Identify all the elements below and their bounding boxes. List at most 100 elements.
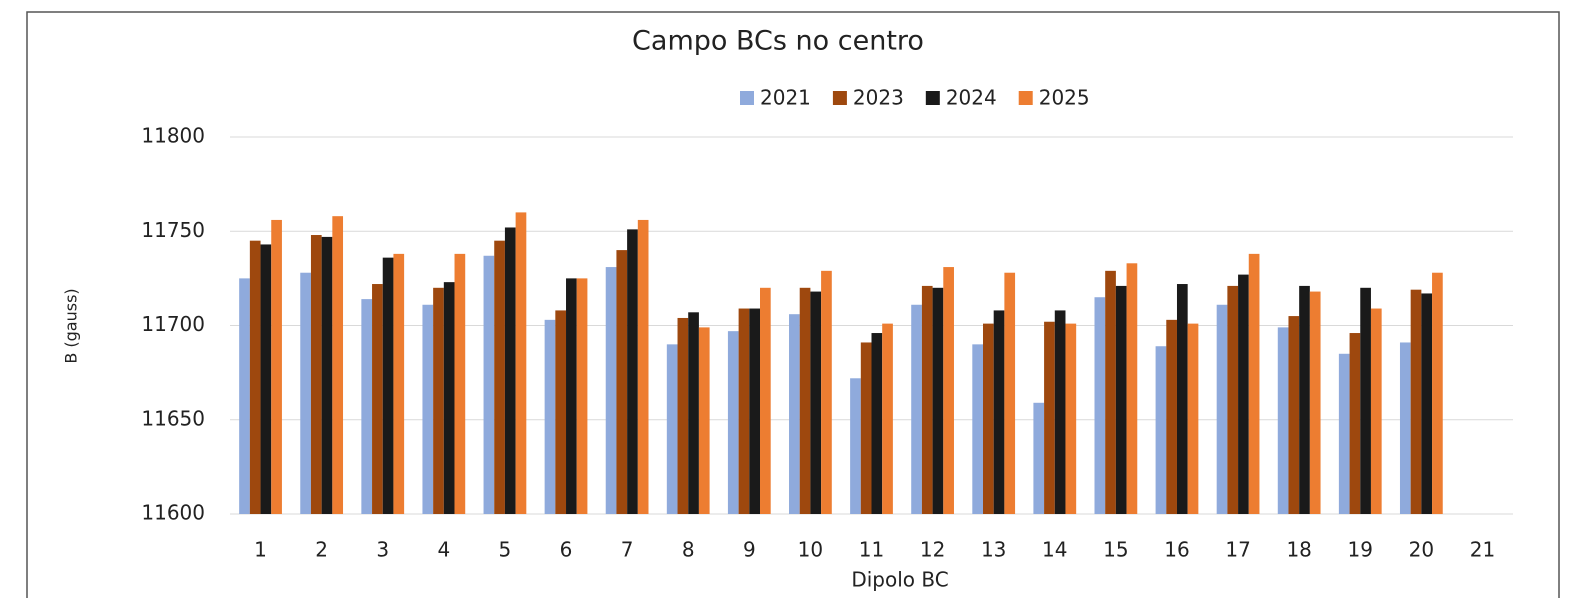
bar — [1115, 285, 1127, 514]
bar — [882, 323, 893, 514]
x-tick-label: 5 — [499, 538, 512, 562]
bar — [504, 227, 516, 515]
bar — [871, 333, 883, 514]
bar — [1065, 323, 1077, 514]
bar — [1299, 285, 1310, 514]
bar — [605, 267, 617, 514]
legend-swatch — [740, 91, 754, 105]
chart-title: Campo BCs no centro — [632, 26, 924, 57]
x-tick-label: 19 — [1348, 538, 1373, 562]
bar — [972, 344, 983, 514]
bar — [932, 287, 944, 514]
bar — [544, 319, 556, 514]
bar — [677, 317, 689, 514]
bar — [1044, 321, 1055, 514]
x-tick-label: 20 — [1409, 538, 1434, 562]
bar — [372, 284, 383, 514]
chart-frame — [26, 11, 1560, 598]
x-tick-label: 4 — [437, 538, 450, 562]
x-tick-label: 6 — [560, 538, 573, 562]
bar — [361, 299, 373, 514]
x-tick-label: 12 — [920, 538, 945, 562]
legend-label: 2025 — [1039, 86, 1090, 110]
x-tick-label: 21 — [1470, 538, 1495, 562]
bar — [666, 344, 678, 514]
bar — [1349, 333, 1361, 514]
y-tick-label: 11700 — [141, 312, 205, 336]
x-tick-label: 2 — [315, 538, 328, 562]
bar — [749, 308, 761, 514]
bar — [1155, 346, 1167, 514]
bar — [982, 323, 994, 514]
bar — [1176, 284, 1188, 514]
legend-label: 2021 — [760, 86, 811, 110]
bar — [1227, 285, 1239, 514]
legend-label: 2024 — [946, 86, 997, 110]
bar — [310, 235, 322, 514]
y-tick-label: 11600 — [141, 501, 205, 525]
bar — [1277, 327, 1289, 514]
x-tick-label: 14 — [1042, 538, 1067, 562]
x-tick-label: 16 — [1164, 538, 1189, 562]
x-tick-label: 9 — [743, 538, 756, 562]
bar — [332, 216, 344, 515]
bar — [688, 312, 699, 514]
bar — [993, 310, 1005, 514]
bar — [494, 240, 505, 515]
bar — [727, 331, 739, 514]
x-tick-label: 3 — [376, 538, 389, 562]
bar — [249, 240, 261, 515]
bar — [483, 255, 495, 514]
bar — [1238, 274, 1249, 514]
y-axis-label: B (gauss) — [62, 288, 81, 363]
bar — [382, 257, 394, 514]
bar — [443, 282, 455, 514]
bar — [454, 253, 466, 514]
bar — [555, 310, 567, 514]
bar — [1094, 297, 1106, 514]
bar — [921, 285, 933, 514]
bar — [821, 270, 832, 514]
bar — [799, 287, 811, 514]
legend-swatch — [832, 91, 847, 105]
bar — [566, 278, 577, 514]
bar — [1105, 270, 1116, 514]
bar — [1126, 263, 1138, 514]
bar — [1338, 353, 1350, 514]
x-tick-label: 17 — [1225, 538, 1250, 562]
y-tick-label: 11800 — [141, 124, 205, 148]
bar — [1216, 304, 1228, 514]
legend-swatch — [925, 91, 940, 105]
x-tick-label: 11 — [859, 538, 884, 562]
bar — [515, 212, 527, 514]
x-tick-label: 18 — [1286, 538, 1311, 562]
y-tick-label: 11650 — [141, 406, 205, 430]
bar — [1166, 319, 1177, 514]
bar — [1410, 289, 1422, 514]
bar — [627, 229, 638, 515]
bar — [1004, 272, 1016, 514]
bar — [637, 219, 649, 514]
bar — [850, 378, 861, 514]
bar — [576, 278, 588, 514]
y-tick-label: 11750 — [141, 218, 205, 242]
bar — [1421, 293, 1433, 514]
x-axis-label: Dipolo BC — [851, 568, 948, 592]
x-tick-label: 15 — [1103, 538, 1128, 562]
bar — [789, 314, 800, 514]
bar — [698, 327, 710, 514]
bar — [260, 244, 272, 514]
bar — [1309, 291, 1321, 514]
bar — [738, 308, 750, 514]
bar — [239, 278, 250, 514]
legend-swatch — [1018, 91, 1033, 105]
bar — [1248, 253, 1260, 514]
x-tick-label: 1 — [254, 538, 267, 562]
bar — [860, 342, 872, 514]
bar — [393, 253, 405, 514]
bar — [1399, 342, 1411, 514]
bar — [943, 267, 954, 514]
bar — [422, 304, 434, 514]
bar — [271, 219, 282, 514]
